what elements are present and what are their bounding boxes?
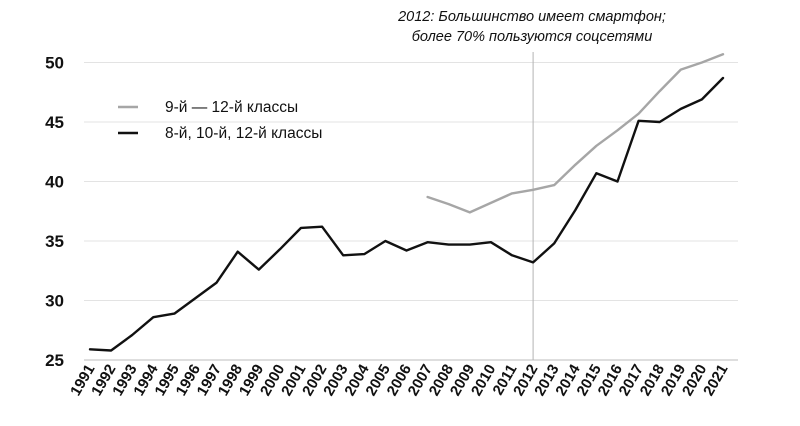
- annotation-line-2: более 70% пользуются соцсетями: [412, 29, 653, 45]
- series-line-1: [426, 53, 725, 214]
- y-tick-label: 30: [45, 292, 64, 311]
- series-line-2: [88, 76, 725, 352]
- y-tick-label: 50: [45, 54, 64, 73]
- y-tick-label: 35: [45, 232, 64, 251]
- y-tick-label: 40: [45, 173, 64, 192]
- y-tick-label: 45: [45, 113, 64, 132]
- y-axis-ticks: 25 30 35 40 45 50: [45, 54, 64, 371]
- legend-label-series-1: 9-й — 12-й классы: [165, 99, 298, 116]
- annotation-line-1: 2012: Большинство имеет смартфон;: [397, 9, 666, 25]
- legend-label-series-2: 8-й, 10-й, 12-й классы: [165, 125, 322, 142]
- x-axis-ticks: 1991199219931994199519961997199819992000…: [67, 361, 731, 399]
- series-lines: [88, 53, 725, 352]
- y-tick-label: 25: [45, 351, 64, 370]
- legend: 9-й — 12-й классы 8-й, 10-й, 12-й классы: [118, 99, 322, 142]
